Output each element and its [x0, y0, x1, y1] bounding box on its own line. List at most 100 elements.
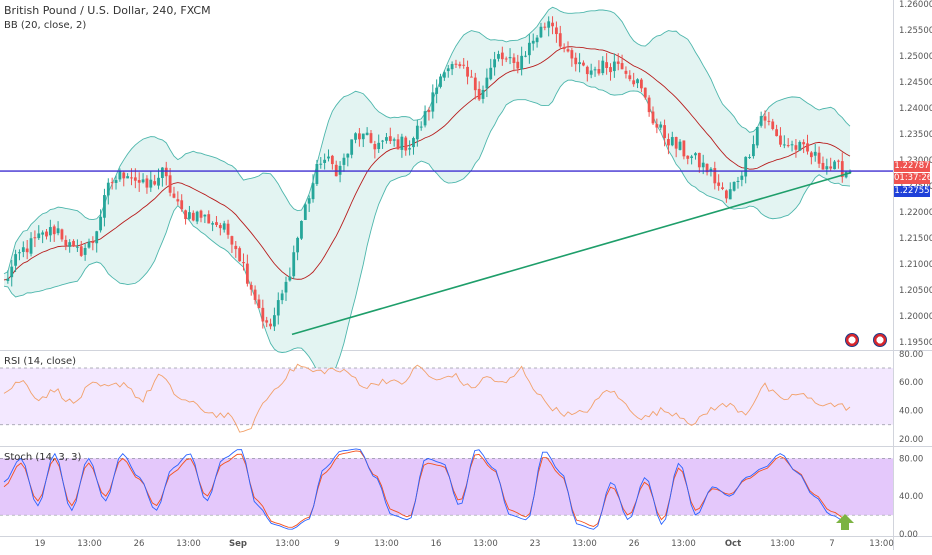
candle-body: [330, 155, 334, 165]
green-up-arrow-icon: [836, 514, 854, 530]
candle-body: [114, 180, 118, 183]
drawings: [0, 170, 893, 336]
candle-body: [184, 210, 187, 220]
candle-body: [68, 242, 72, 247]
candle-body: [137, 180, 141, 183]
candle-body: [365, 132, 369, 136]
candle-body: [300, 220, 303, 239]
last-price-tag: 1.22787: [894, 161, 930, 172]
candle-body: [25, 248, 29, 253]
candle-body: [663, 125, 666, 139]
candle-body: [296, 237, 299, 253]
bollinger-bands: [3, 6, 851, 378]
candle-body: [203, 214, 207, 217]
time-tick-label: Oct: [725, 539, 741, 549]
candles: [6, 16, 852, 331]
candle-body: [512, 57, 516, 64]
candle-body: [122, 172, 126, 179]
candle-body: [269, 323, 272, 327]
candle-body: [612, 61, 616, 72]
candle-body: [686, 155, 690, 159]
candle-body: [473, 77, 477, 91]
candle-body: [667, 139, 670, 146]
stoch-pane: [0, 448, 893, 530]
candle-body: [721, 187, 724, 189]
candle-body: [713, 168, 717, 184]
candle-body: [79, 246, 83, 256]
candle-body: [439, 76, 442, 87]
bb-fill: [4, 7, 850, 378]
candle-body: [257, 299, 261, 309]
candle-body: [191, 212, 195, 221]
candle-body: [643, 87, 647, 98]
stoch-tick-label: 0.00: [899, 530, 918, 540]
candle-body: [477, 88, 481, 100]
candle-body: [168, 175, 172, 193]
candle-body: [833, 161, 836, 170]
candle-body: [311, 183, 315, 200]
us-flag-icon[interactable]: [845, 333, 859, 347]
candle-body: [655, 124, 659, 128]
candle-body: [547, 21, 551, 28]
price-tick-label: 1.24500: [899, 78, 932, 88]
rsi-tick-label: 80.00: [899, 350, 923, 360]
candle-body: [817, 152, 821, 164]
candle-body: [609, 67, 612, 73]
candle-body: [10, 266, 14, 278]
candle-body: [798, 141, 802, 151]
candle-body: [149, 179, 153, 188]
candle-body: [41, 232, 45, 235]
time-tick-label: 26: [134, 539, 145, 549]
candle-body: [357, 133, 361, 140]
candle-body: [342, 157, 346, 165]
candle-body: [431, 92, 435, 112]
countdown-tag: 01:37:26: [894, 173, 932, 184]
candle-body: [825, 166, 829, 170]
candle-body: [442, 72, 446, 78]
candle-body: [45, 231, 48, 237]
candle-body: [636, 79, 639, 84]
rsi-pane: [0, 363, 893, 433]
candle-body: [462, 64, 466, 66]
candle-body: [639, 79, 643, 89]
candle-body: [373, 143, 377, 150]
candle-body: [64, 239, 68, 246]
candle-body: [392, 139, 396, 141]
gb-flag-icon[interactable]: [873, 333, 887, 347]
candle-body: [404, 137, 408, 151]
candle-body: [632, 80, 636, 85]
candle-body: [315, 163, 319, 185]
candle-body: [60, 229, 64, 240]
time-tick-label: 13:00: [473, 539, 498, 549]
ascending-trendline: [291, 171, 852, 336]
candle-body: [408, 148, 412, 150]
candle-body: [218, 225, 222, 229]
candle-body: [199, 210, 203, 218]
candle-body: [319, 163, 323, 165]
candle-body: [288, 276, 292, 281]
candle-body: [775, 129, 779, 137]
candle-body: [450, 64, 454, 70]
candle-body: [6, 278, 10, 281]
candle-body: [470, 76, 473, 78]
candle-body: [280, 293, 284, 301]
candle-body: [508, 57, 512, 59]
candle-body: [782, 144, 786, 146]
candle-body: [215, 222, 218, 225]
candle-body: [338, 165, 342, 175]
candle-body: [593, 69, 597, 71]
candle-body: [361, 133, 365, 140]
candle-body: [72, 240, 75, 247]
time-tick-label: 26: [629, 539, 640, 549]
candle-body: [485, 77, 489, 89]
candle-body: [222, 223, 226, 230]
price-tick-label: 1.20000: [899, 312, 932, 322]
candle-body: [48, 227, 52, 236]
candle-body: [767, 120, 771, 122]
time-tick-label: 13:00: [374, 539, 399, 549]
candle-body: [226, 223, 230, 235]
candle-body: [601, 60, 605, 74]
candle-body: [29, 238, 33, 254]
candle-body: [732, 181, 736, 191]
